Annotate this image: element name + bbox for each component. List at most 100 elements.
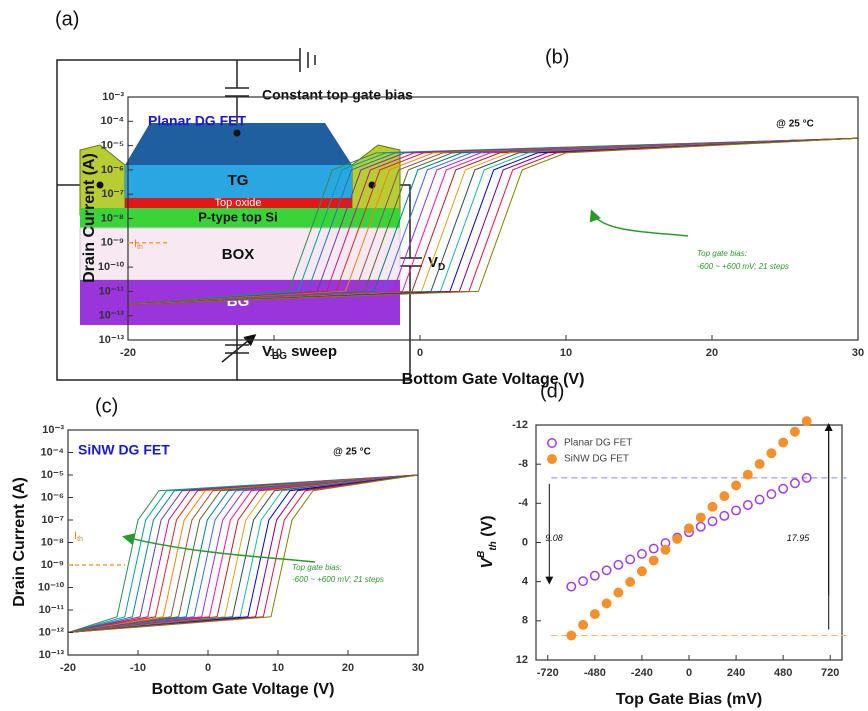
y-tick-label: 10⁻⁹ — [101, 237, 124, 249]
iv-curve — [68, 474, 418, 633]
x-tick-label: 0 — [686, 667, 692, 679]
y-tick-label: 10⁻¹³ — [39, 649, 65, 661]
y-tick-label: 10⁻⁶ — [101, 164, 124, 176]
iv-curve — [68, 474, 418, 633]
data-point — [789, 426, 800, 437]
iv-curve — [68, 474, 418, 633]
data-point — [613, 587, 624, 598]
data-point — [566, 630, 577, 641]
panel-label: (d) — [540, 380, 564, 402]
top-gate — [125, 165, 352, 198]
data-point — [648, 555, 659, 566]
vd-label: VD — [428, 254, 445, 273]
data-point — [778, 483, 789, 494]
circuit-wires — [56, 48, 422, 381]
panel-label: (b) — [545, 46, 569, 68]
x-tick-label: 10 — [560, 347, 572, 359]
data-point — [731, 480, 742, 491]
x-axis-label: Bottom Gate Voltage (V) — [402, 371, 585, 388]
y-tick-label: 10⁻⁵ — [41, 469, 64, 481]
sweep-arrow — [122, 533, 316, 563]
x-tick-label: -20 — [120, 347, 136, 359]
iv-curve — [68, 474, 418, 633]
data-point — [625, 577, 636, 587]
y-tick-label: 10⁻⁴ — [41, 446, 64, 458]
data-point — [589, 609, 600, 620]
data-point — [719, 510, 730, 521]
data-point — [601, 598, 612, 609]
data-point — [766, 448, 777, 459]
y-tick-label: 10⁻⁷ — [101, 188, 124, 200]
x-tick-label: -10 — [130, 662, 146, 674]
threshold-main: I — [134, 238, 137, 250]
data-point — [789, 478, 800, 489]
data-point — [695, 512, 706, 523]
data-point — [742, 500, 753, 510]
x-tick-label: -20 — [60, 662, 76, 674]
y-axis-label: Drain Current (A) — [81, 153, 98, 283]
y-tick-label: 10⁻³ — [102, 91, 124, 103]
x-tick-label: 30 — [852, 347, 864, 359]
y-tick-label: 10⁻¹⁰ — [98, 261, 125, 273]
y-tick-label: 10⁻⁵ — [101, 140, 124, 152]
y-tick-label: 10⁻¹⁰ — [38, 581, 65, 593]
temperature: @ 25 °C — [333, 447, 371, 458]
data-point — [695, 521, 706, 532]
vd-sub: D — [438, 262, 445, 273]
x-tick-label: -480 — [584, 667, 606, 679]
annotation: -600 ~ +600 mV; 21 steps — [697, 262, 789, 271]
y-tick-label: 10⁻¹² — [39, 626, 65, 638]
x-tick-label: 0 — [205, 662, 211, 674]
y-tick-label: 10⁻⁷ — [41, 514, 64, 526]
y-tick-label: 10⁻¹¹ — [39, 604, 65, 616]
y-tick-label: 12 — [516, 654, 528, 666]
legend-marker — [547, 454, 557, 464]
legend-label: Planar DG FET — [564, 438, 632, 449]
y-tick-label: 10⁻⁸ — [41, 536, 64, 548]
y-tick-label: 10⁻⁹ — [41, 559, 64, 571]
x-tick-label: 20 — [706, 347, 718, 359]
box-label: BOX — [222, 246, 255, 263]
y-tick-label: 8 — [522, 615, 528, 627]
y-tick-label: 10⁻¹¹ — [99, 285, 125, 297]
x-axis-label: Bottom Gate Voltage (V) — [152, 681, 335, 698]
vbg-rest: sweep — [287, 343, 337, 360]
data-point — [578, 576, 589, 587]
vd-main: V — [428, 254, 438, 271]
y-tick-label: -8 — [518, 458, 528, 470]
data-point — [613, 559, 624, 570]
tg-label: TG — [228, 172, 249, 189]
data-point — [719, 491, 730, 502]
x-tick-label: 30 — [412, 662, 424, 674]
x-tick-label: 240 — [727, 667, 745, 679]
x-tick-label: 720 — [821, 667, 839, 679]
data-point — [636, 549, 647, 559]
data-point — [578, 619, 589, 630]
top-oxide — [125, 198, 352, 208]
data-point — [707, 501, 718, 512]
y-tick-label: 10⁻³ — [42, 424, 64, 436]
data-point — [801, 416, 812, 427]
annotation: 17.95 — [787, 533, 811, 543]
legend-marker — [547, 438, 557, 448]
data-point — [754, 459, 765, 469]
data-point — [801, 472, 812, 483]
data-point — [731, 505, 742, 516]
threshold-main: I — [74, 530, 77, 542]
iv-curve — [68, 474, 418, 633]
chart-title: Planar DG FET — [148, 113, 246, 129]
iv-curve — [68, 474, 418, 633]
chart-title: SiNW DG FET — [78, 442, 170, 458]
vbg-sub: BG — [272, 351, 287, 362]
iv-curve — [68, 474, 418, 633]
x-tick-label: -10 — [266, 347, 282, 359]
annotation: Top gate bias: — [697, 249, 747, 258]
top-si — [80, 208, 400, 228]
x-tick-label: 0 — [417, 347, 423, 359]
data-point — [636, 566, 647, 577]
y-tick-label: -12 — [512, 419, 528, 431]
curves — [68, 474, 418, 633]
vbg-label: VBG sweep — [262, 343, 337, 362]
y-tick-label: 10⁻¹³ — [99, 334, 125, 346]
panel-label: (a) — [55, 8, 79, 30]
